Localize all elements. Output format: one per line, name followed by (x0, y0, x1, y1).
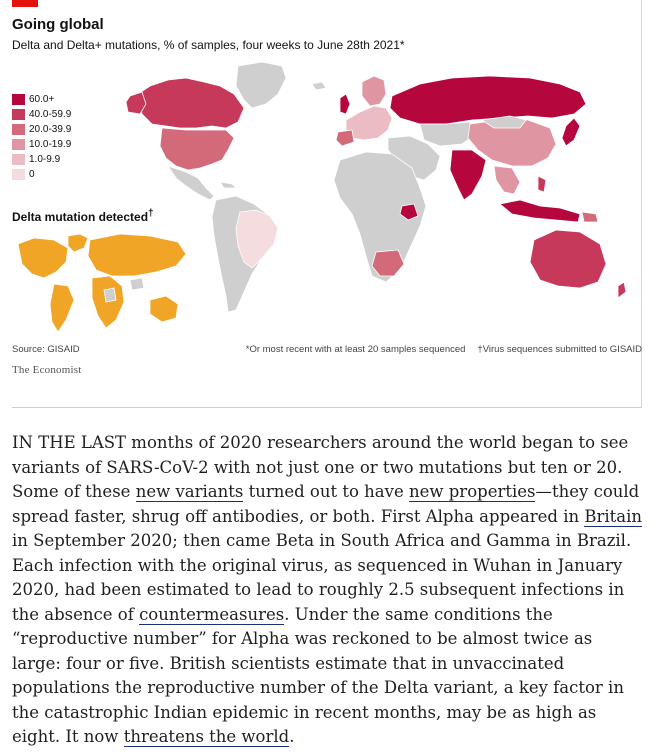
chart-title: Going global (12, 16, 104, 33)
section-divider (12, 407, 642, 408)
article-text: turned out to have (243, 482, 409, 501)
greenland-shape (235, 61, 287, 109)
legend-label: 0 (29, 169, 35, 180)
footnote-star: *Or most recent with at least 20 samples… (245, 344, 466, 355)
legend-item: 1.0-9.9 (12, 153, 71, 166)
australia-shape (529, 229, 607, 289)
east-africa-shape (399, 203, 419, 221)
map-legend: 60.0+ 40.0-59.9 20.0-39.9 10.0-19.9 1.0-… (12, 93, 71, 183)
brazil-shape (235, 209, 279, 269)
indonesia-shape (499, 199, 581, 223)
png-shape (581, 211, 599, 223)
scandinavia-shape (361, 75, 387, 107)
mexico-shape (167, 165, 215, 201)
inset-north-america-shape (17, 237, 69, 279)
legend-swatch (12, 94, 25, 105)
legend-item: 10.0-19.9 (12, 138, 71, 151)
legend-item: 60.0+ (12, 93, 71, 106)
article-text: . (289, 727, 295, 746)
india-shape (449, 149, 487, 201)
legend-swatch (12, 169, 25, 180)
legend-label: 1.0-9.9 (29, 154, 61, 165)
brand-red-tag (12, 0, 38, 7)
legend-item: 0 (12, 168, 71, 181)
footnote-dagger: †Virus sequences submitted to GISAID (477, 344, 642, 355)
inset-grey-patch-shape (103, 287, 117, 303)
link-britain[interactable]: Britain (584, 506, 643, 527)
se-asia-shape (493, 165, 521, 195)
legend-swatch (12, 139, 25, 150)
chart-graphic: Going global Delta and Delta+ mutations,… (10, 0, 642, 408)
russia-shape (389, 75, 587, 125)
link-countermeasures[interactable]: countermeasures (139, 604, 285, 625)
new-zealand-shape (617, 281, 627, 299)
graphic-right-rule (641, 0, 642, 408)
inset-title-dagger: † (148, 208, 154, 219)
africa-shape (333, 151, 427, 283)
inset-detected-map (10, 230, 190, 340)
legend-swatch (12, 154, 25, 165)
link-new-variants[interactable]: new variants (135, 482, 244, 502)
central-asia-shape (419, 121, 477, 147)
inset-greenland-shape (67, 233, 89, 253)
legend-item: 40.0-59.9 (12, 108, 71, 121)
legend-label: 20.0-39.9 (29, 124, 72, 135)
article-text: —they could spread faster, shrug off ant… (12, 482, 640, 526)
chart-footnotes: *Or most recent with at least 20 samples… (246, 344, 642, 355)
caribbean-shape (219, 181, 237, 189)
world-map (125, 61, 627, 313)
canada-shape (137, 77, 245, 129)
inset-south-america-shape (49, 283, 75, 333)
legend-label: 10.0-19.9 (29, 139, 72, 150)
chart-source: Source: GISAID (12, 344, 80, 355)
iberia-shape (335, 129, 355, 147)
legend-swatch (12, 109, 25, 120)
inset-grey-patch-shape (129, 277, 145, 291)
japan-shape (561, 117, 581, 147)
article-text: IN THE LAST months of 2020 researchers a… (12, 433, 629, 501)
iceland-shape (311, 81, 327, 91)
article-text: . Under the same conditions the “reprodu… (12, 604, 624, 747)
link-threatens-the-world[interactable]: threatens the world (123, 727, 290, 747)
legend-label: 40.0-59.9 (29, 109, 72, 120)
legend-swatch (12, 124, 25, 135)
south-africa-shape (371, 249, 405, 277)
inset-title: Delta mutation detected† (12, 208, 154, 224)
chart-subtitle: Delta and Delta+ mutations, % of samples… (12, 38, 405, 52)
uk-shape (339, 93, 351, 115)
usa-shape (159, 127, 235, 171)
article-text: in September 2020; then came Beta in Sou… (12, 531, 632, 624)
philippines-shape (537, 175, 547, 193)
publisher-brand: The Economist (12, 364, 82, 376)
alaska-shape (125, 91, 147, 115)
article-paragraph: IN THE LAST months of 2020 researchers a… (12, 431, 644, 750)
link-new-properties[interactable]: new properties (408, 482, 536, 502)
mongolia-shape (480, 115, 527, 129)
inset-title-text: Delta mutation detected (12, 210, 149, 224)
inset-australia-shape (149, 295, 179, 323)
legend-label: 60.0+ (29, 94, 55, 105)
legend-item: 20.0-39.9 (12, 123, 71, 136)
inset-eurasia-shape (87, 233, 187, 277)
